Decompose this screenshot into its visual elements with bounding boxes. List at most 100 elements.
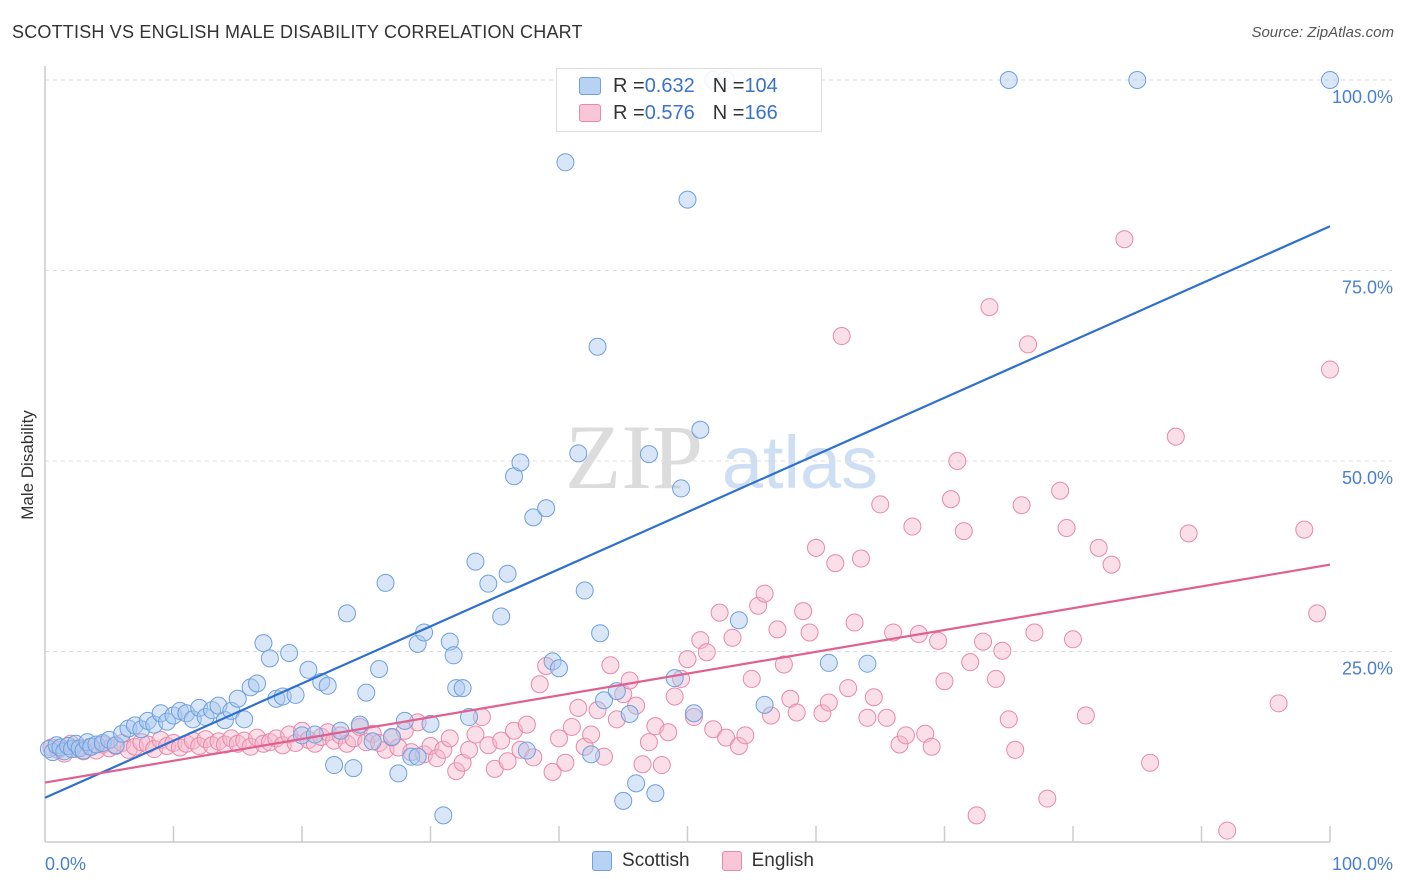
axes (44, 66, 1331, 843)
english-point (993, 641, 1012, 660)
correlation-legend: R = 0.632 N = 104 R = 0.576 N = 166 (556, 68, 822, 132)
scottish-point (337, 604, 356, 623)
scottish-point (447, 679, 466, 698)
english-legend-label: English (751, 850, 814, 871)
english-point (633, 755, 652, 774)
legend-row-scottish: R = 0.632 N = 104 (579, 74, 778, 98)
scottish-point (524, 508, 543, 527)
english-point (1051, 481, 1070, 500)
english-point (1218, 821, 1237, 840)
english-point (717, 728, 736, 747)
scottish-point (440, 632, 459, 651)
scottish-point (453, 679, 472, 698)
english-point (1038, 789, 1057, 808)
scottish-r-label: R = (613, 74, 645, 97)
english-point (819, 693, 838, 712)
english-point (697, 643, 716, 662)
english-point (986, 669, 1005, 688)
english-point (903, 517, 922, 536)
y-axis-label: Male Disability (18, 410, 37, 520)
legend-item-english[interactable]: English (721, 850, 814, 872)
english-point (659, 723, 678, 742)
english-point (1019, 335, 1038, 354)
scottish-point (684, 704, 703, 723)
english-point (588, 701, 607, 720)
english-point (639, 733, 658, 752)
english-point (967, 806, 986, 825)
scottish-point (755, 695, 774, 714)
english-point (1269, 694, 1288, 713)
english-point (466, 725, 485, 744)
scottish-point (511, 453, 530, 472)
scottish-point (1128, 71, 1147, 89)
scottish-point (999, 71, 1018, 89)
scottish-legend-swatch (592, 851, 613, 871)
english-point (845, 613, 864, 632)
scottish-point (550, 659, 568, 678)
english-point (1102, 555, 1121, 574)
legend-item-scottish[interactable]: Scottish (592, 850, 690, 872)
scottish-point (305, 725, 324, 744)
scottish-point (639, 445, 658, 464)
english-point (768, 620, 787, 639)
english-point (922, 737, 941, 756)
english-point (884, 623, 903, 642)
tick-labels: 25.0% 50.0% 75.0% 100.0% 0.0% 100.0% (45, 87, 1393, 874)
english-point (524, 748, 543, 767)
scottish-point (819, 653, 838, 672)
scottish-point (376, 573, 395, 592)
scottish-point (466, 552, 485, 571)
english-point (999, 710, 1018, 729)
english-point (569, 698, 588, 717)
english-point (601, 656, 620, 675)
english-point (974, 632, 993, 651)
scottish-point (203, 701, 222, 720)
english-point (896, 726, 915, 745)
scottish-point (614, 791, 633, 810)
english-n-label: N = (712, 101, 745, 124)
scottish-point (357, 683, 376, 702)
english-point (929, 631, 948, 650)
english-point (839, 679, 858, 698)
english-point (652, 756, 671, 775)
source-label: Source: ZipAtlas.com (1251, 24, 1394, 41)
scottish-point (248, 674, 267, 693)
scottish-trendline (44, 225, 1331, 799)
scottish-point (421, 714, 440, 733)
english-point (543, 762, 562, 781)
english-point (800, 623, 819, 642)
english-legend-swatch (721, 851, 742, 871)
english-point (1295, 520, 1314, 539)
english-trendline (44, 563, 1331, 784)
scottish-point (492, 607, 511, 626)
scottish-point (672, 479, 691, 498)
english-point (1012, 496, 1031, 515)
scottish-point (260, 649, 279, 668)
english-n-value: 166 (744, 101, 778, 124)
y-tick-label: 100.0% (1332, 87, 1393, 107)
scottish-point (665, 669, 684, 688)
scottish-legend-label: Scottish (622, 850, 690, 871)
scottish-point (402, 747, 421, 766)
english-point (864, 688, 883, 707)
scottish-point (363, 732, 382, 751)
english-point (530, 675, 549, 694)
x-tick-label: 0.0% (45, 854, 86, 874)
english-point (954, 522, 973, 541)
scottish-point (620, 704, 639, 723)
y-tick-label: 75.0% (1342, 278, 1393, 298)
scottish-point (280, 644, 299, 663)
scottish-point (408, 634, 427, 653)
english-point (1321, 360, 1339, 379)
scottish-point (318, 676, 337, 695)
scottish-point (228, 689, 247, 708)
english-point (807, 538, 825, 557)
scottish-point (389, 764, 408, 783)
english-point (871, 495, 890, 514)
series-legend: Scottish English (0, 850, 1406, 872)
english-point (562, 717, 581, 736)
english-r-label: R = (613, 101, 645, 124)
english-point (1115, 230, 1134, 249)
y-tick-label: 25.0% (1342, 659, 1393, 679)
english-point (1064, 630, 1082, 649)
